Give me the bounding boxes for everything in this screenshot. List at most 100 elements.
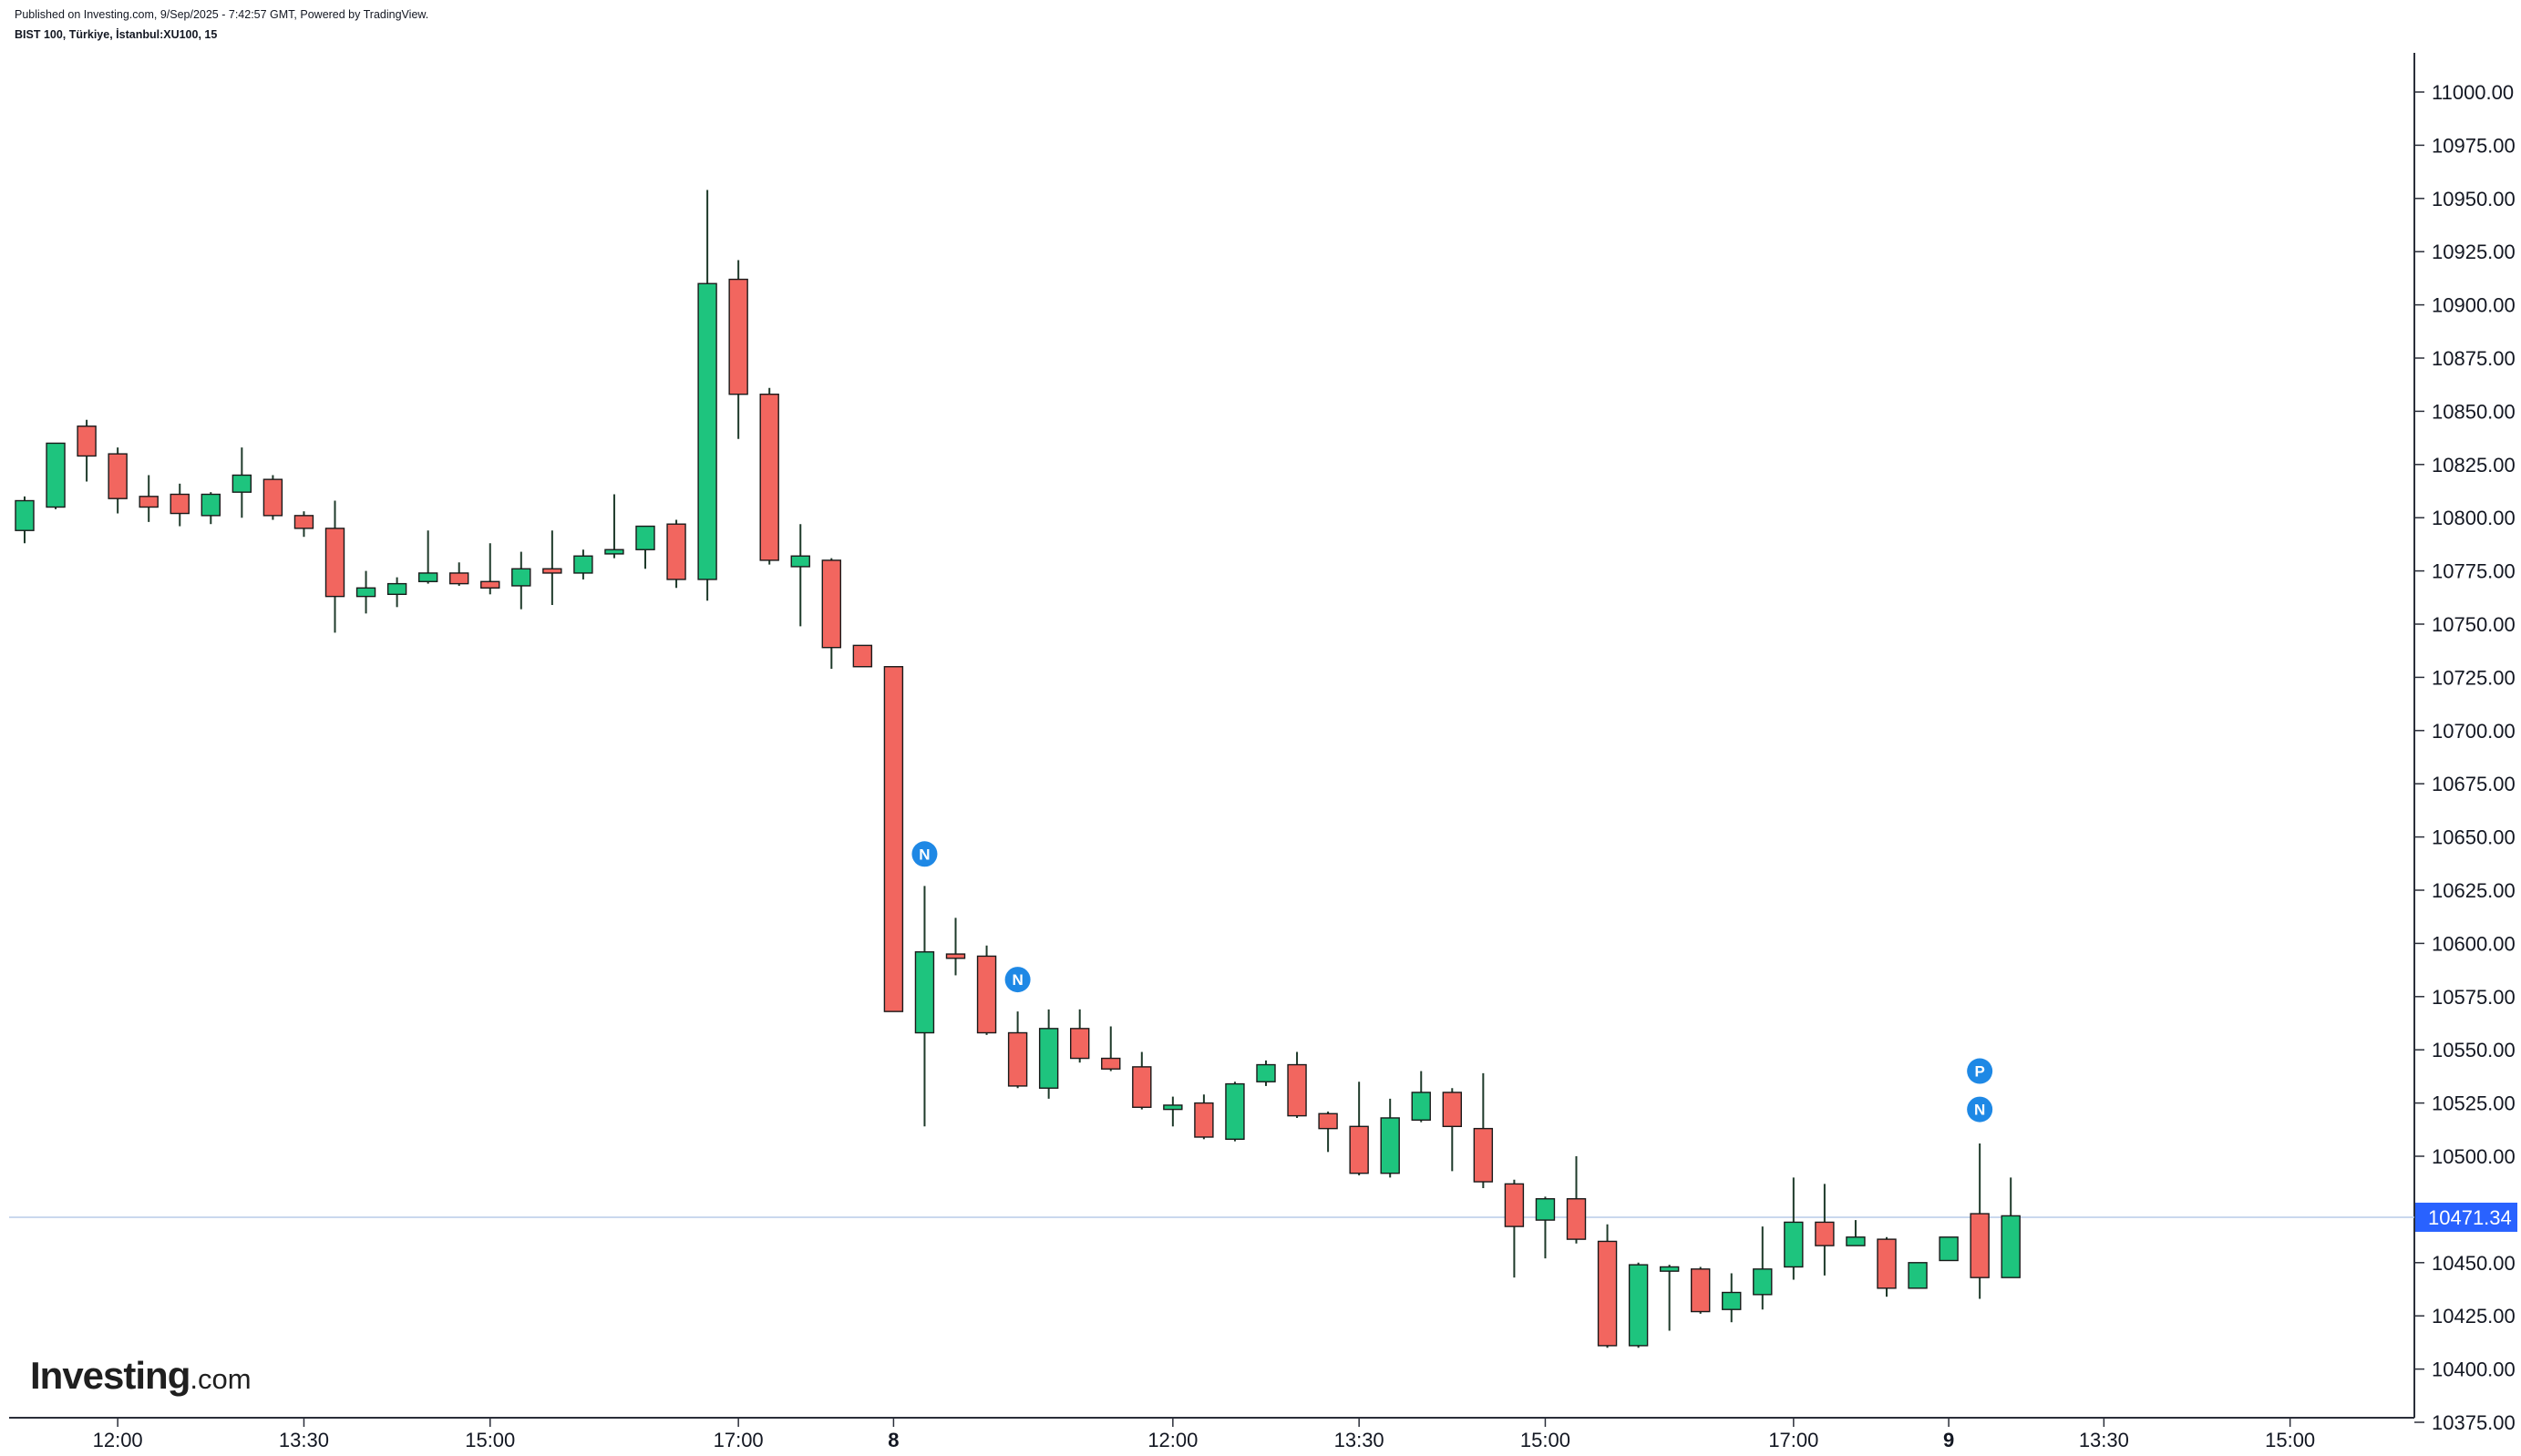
candle-body-down bbox=[480, 580, 500, 589]
price-tick-label: 10950.00 bbox=[2432, 188, 2516, 210]
candle bbox=[914, 886, 935, 1127]
event-marker-n[interactable]: N bbox=[1967, 1096, 1993, 1123]
candle bbox=[666, 519, 686, 589]
time-tick-label: 13:30 bbox=[1334, 1429, 1384, 1451]
candle-body-down bbox=[170, 493, 190, 515]
candle bbox=[1690, 1266, 1711, 1314]
candle bbox=[573, 549, 593, 579]
price-tick-label: 10800.00 bbox=[2432, 507, 2516, 529]
candle bbox=[1287, 1051, 1307, 1118]
investing-logo: Investing.com bbox=[30, 1354, 252, 1398]
candle bbox=[355, 570, 376, 614]
candle-body-down bbox=[883, 666, 904, 1012]
price-tick-label: 10975.00 bbox=[2432, 134, 2516, 157]
candle-body-up bbox=[1163, 1104, 1183, 1111]
candle-body-up bbox=[1535, 1198, 1556, 1221]
candle bbox=[976, 945, 997, 1035]
candle bbox=[1846, 1220, 1866, 1246]
candle-body-up bbox=[1908, 1262, 1928, 1289]
candle-body-up bbox=[46, 442, 66, 508]
candle bbox=[1908, 1262, 1928, 1289]
time-tick-label: 15:00 bbox=[465, 1429, 515, 1451]
candle-body-up bbox=[1225, 1082, 1245, 1141]
price-tick-label: 10900.00 bbox=[2432, 294, 2516, 317]
candle bbox=[511, 551, 531, 610]
candle bbox=[1318, 1111, 1338, 1153]
price-tick-label: 10425.00 bbox=[2432, 1305, 2516, 1328]
candle-body-up bbox=[1411, 1092, 1431, 1121]
candle bbox=[1970, 1143, 1990, 1299]
candle bbox=[759, 387, 779, 565]
candle bbox=[697, 190, 717, 601]
price-tick-label: 10925.00 bbox=[2432, 241, 2516, 263]
candle-body-down bbox=[1597, 1240, 1618, 1347]
candle bbox=[790, 524, 810, 627]
candle-body-down bbox=[1194, 1102, 1214, 1138]
event-marker-label: N bbox=[919, 846, 930, 863]
candle-body-down bbox=[728, 278, 748, 395]
candle bbox=[201, 492, 221, 525]
price-tick-label: 10675.00 bbox=[2432, 773, 2516, 795]
event-marker-n[interactable]: N bbox=[1004, 967, 1031, 993]
candle bbox=[449, 562, 469, 586]
candle bbox=[1566, 1156, 1587, 1244]
candle-body-down bbox=[108, 453, 128, 499]
candle-body-up bbox=[1753, 1268, 1773, 1296]
candle bbox=[46, 442, 66, 509]
candle-body-down bbox=[1007, 1031, 1028, 1087]
price-tick-label: 10875.00 bbox=[2432, 347, 2516, 370]
candle bbox=[945, 918, 966, 976]
published-caption: Published on Investing.com, 9/Sep/2025 -… bbox=[15, 8, 429, 21]
candle-body-up bbox=[355, 587, 376, 598]
candle-body-down bbox=[1442, 1092, 1463, 1127]
candle-body-up bbox=[386, 582, 407, 595]
candle bbox=[1722, 1273, 1742, 1323]
candle bbox=[821, 558, 841, 670]
candle-body-up bbox=[15, 499, 35, 531]
candle-body-down bbox=[1566, 1198, 1587, 1240]
candle bbox=[1877, 1236, 1897, 1297]
candle-body-down bbox=[77, 426, 97, 457]
time-tick-label: 9 bbox=[1943, 1429, 1954, 1451]
candle bbox=[604, 494, 624, 559]
candle-body-up bbox=[1939, 1236, 1959, 1262]
candle-body-down bbox=[1287, 1063, 1307, 1117]
candle bbox=[293, 511, 314, 538]
candle bbox=[1504, 1179, 1525, 1278]
candle bbox=[1132, 1051, 1152, 1110]
price-tick-label: 10450.00 bbox=[2432, 1252, 2516, 1275]
price-tick-label: 10700.00 bbox=[2432, 720, 2516, 743]
candle bbox=[635, 525, 655, 569]
last-price-label-bg bbox=[2415, 1202, 2517, 1232]
candle bbox=[1628, 1262, 1649, 1348]
candle bbox=[883, 666, 904, 1012]
price-tick-label: 10725.00 bbox=[2432, 666, 2516, 689]
event-marker-circle bbox=[1967, 1058, 1993, 1084]
candle bbox=[1753, 1226, 1773, 1310]
candle-body-down bbox=[976, 955, 997, 1034]
candle bbox=[480, 543, 500, 595]
time-tick-label: 17:00 bbox=[1768, 1429, 1818, 1451]
candle bbox=[262, 475, 283, 520]
candle bbox=[139, 475, 159, 522]
candle bbox=[1597, 1224, 1618, 1348]
candle bbox=[1194, 1094, 1214, 1140]
event-marker-n[interactable]: N bbox=[911, 841, 938, 867]
event-marker-circle bbox=[1004, 967, 1031, 993]
event-marker-p[interactable]: P bbox=[1967, 1058, 1993, 1084]
candle bbox=[170, 483, 190, 527]
candle bbox=[1784, 1177, 1804, 1280]
candle bbox=[108, 447, 128, 514]
candle-body-up bbox=[511, 568, 531, 587]
candle bbox=[15, 496, 35, 544]
candle-body-down bbox=[1318, 1113, 1338, 1130]
event-marker-circle bbox=[911, 841, 938, 867]
candle-body-down bbox=[945, 953, 966, 959]
logo-domain: .com bbox=[190, 1363, 252, 1395]
logo-main: Investing bbox=[30, 1354, 190, 1397]
event-markers[interactable]: N N P N bbox=[911, 841, 1993, 1123]
price-tick-label: 10500.00 bbox=[2432, 1145, 2516, 1168]
symbol-title: BIST 100, Türkiye, İstanbul:XU100, 15 bbox=[15, 28, 218, 41]
candle-body-down bbox=[759, 394, 779, 561]
